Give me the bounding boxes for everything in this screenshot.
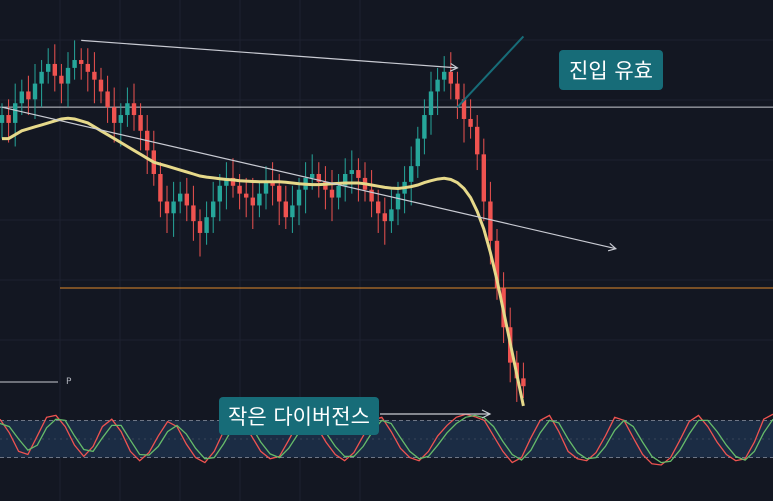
candle-body — [488, 201, 493, 241]
candle-body — [369, 189, 374, 202]
candle-body — [356, 170, 361, 178]
candle-body — [79, 60, 84, 64]
candle-body — [329, 189, 335, 198]
candle-body — [191, 205, 196, 222]
candle-body — [257, 193, 262, 206]
oscillator-k-line — [0, 413, 773, 466]
candle-body — [19, 91, 24, 104]
candle-body — [428, 91, 434, 116]
candle-body — [349, 170, 354, 174]
candle-body — [343, 173, 348, 186]
trend-arrowhead — [449, 63, 459, 72]
candle-body — [211, 201, 216, 218]
candle-body — [65, 67, 71, 84]
candle-body — [415, 138, 420, 167]
candle-body — [118, 115, 123, 123]
candle-body — [131, 103, 137, 116]
divergence-callout[interactable]: 작은 다이버전스 — [219, 397, 379, 435]
candle-body — [52, 63, 57, 76]
candle-body — [336, 185, 341, 198]
candle-body — [448, 71, 453, 84]
oscillator-d-line — [0, 414, 773, 464]
candle-body — [138, 115, 143, 131]
candle-body — [435, 79, 440, 92]
candle-body — [125, 103, 130, 116]
candle-body — [277, 185, 282, 202]
candle-body — [26, 91, 31, 100]
candle-body — [521, 378, 526, 387]
line-marker-label: P — [66, 377, 72, 387]
candle-body — [98, 79, 104, 92]
candle-body — [389, 209, 394, 222]
candle-body — [204, 217, 209, 233]
callout-pointer — [456, 35, 525, 108]
candle-body — [494, 240, 500, 288]
candle-body — [442, 71, 447, 80]
trend-line — [81, 39, 458, 69]
candle-body — [171, 201, 176, 214]
candle-body — [224, 177, 229, 186]
candle-body — [310, 173, 315, 178]
candle-body — [455, 83, 460, 100]
candle-body — [85, 63, 90, 72]
candle-body — [290, 205, 295, 218]
divergence-arrowhead — [481, 409, 492, 419]
trend-line — [1, 106, 616, 250]
candle-body — [72, 60, 77, 68]
moving-average-line — [2, 116, 525, 407]
candle-body — [178, 193, 183, 202]
candle-body — [164, 201, 170, 214]
candle-body — [6, 115, 11, 123]
trend-lines — [1, 39, 618, 252]
candle-body — [39, 71, 44, 84]
candle-body — [316, 173, 321, 182]
candle-body — [92, 71, 97, 80]
candle-body — [158, 173, 163, 202]
trend-arrowhead — [607, 242, 618, 252]
candle-body — [270, 181, 275, 186]
candle-body — [59, 75, 64, 84]
candle-body — [184, 193, 189, 206]
candle-body — [376, 201, 381, 214]
candle-body — [323, 181, 328, 190]
candle-body — [250, 197, 255, 206]
entry-valid-callout[interactable]: 진입 유효 — [559, 50, 663, 90]
candle-body — [244, 193, 249, 198]
candle-body — [237, 185, 242, 194]
candle-body — [197, 221, 203, 233]
candle-body — [475, 126, 480, 155]
oscillator-panel — [0, 413, 773, 466]
candle-body — [468, 118, 473, 127]
candle-body — [32, 83, 38, 100]
candle-body — [217, 185, 222, 202]
candle-body — [422, 115, 427, 139]
candle-body — [283, 201, 288, 218]
candle-body — [481, 154, 486, 202]
candle-body — [409, 166, 414, 182]
candle-body — [0, 115, 5, 123]
candle-body — [461, 99, 467, 119]
candle-body — [112, 107, 117, 123]
candle-body — [382, 213, 387, 222]
oscillator-band — [0, 420, 773, 458]
candle-body — [230, 177, 236, 186]
candle-body — [46, 63, 51, 72]
candle-body — [105, 91, 110, 108]
candle-body — [395, 193, 401, 210]
candle-body — [296, 189, 302, 206]
candle-body — [13, 103, 18, 123]
candle-body — [263, 181, 269, 194]
